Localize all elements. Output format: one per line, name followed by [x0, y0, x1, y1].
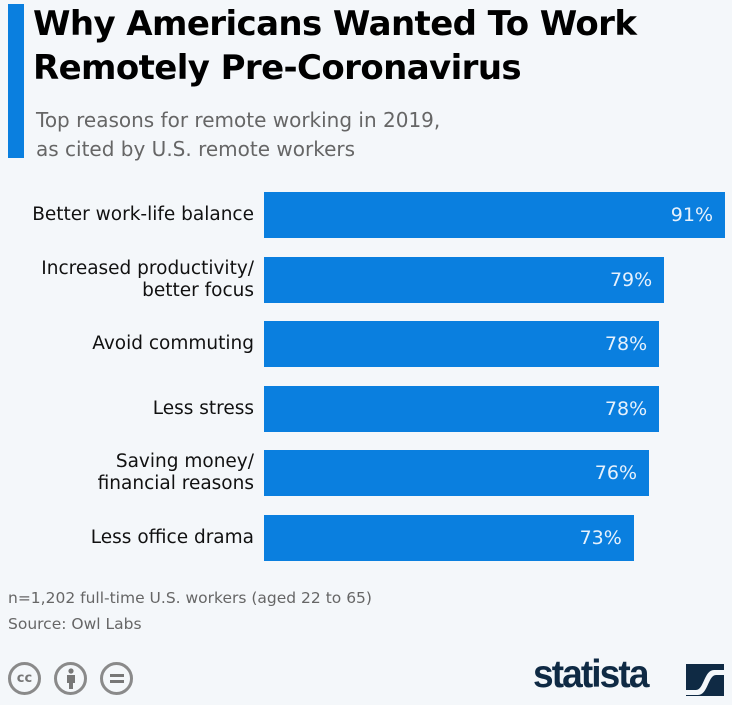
bar: 78% — [264, 321, 660, 367]
chart-subtitle: Top reasons for remote working in 2019, … — [36, 106, 440, 164]
statista-logo: statista — [533, 653, 649, 696]
bar: 91% — [264, 192, 725, 238]
subtitle-line: as cited by U.S. remote workers — [36, 137, 356, 161]
cc-icon: cc — [8, 662, 41, 695]
chart-title: Why Americans Wanted To Work Remotely Pr… — [33, 2, 637, 90]
bar: 76% — [264, 450, 650, 496]
bar: 79% — [264, 256, 665, 303]
title-line: Why Americans Wanted To Work — [33, 4, 637, 44]
bar: 73% — [264, 514, 634, 561]
data-label: 78% — [604, 333, 648, 355]
source-note: Source: Owl Labs — [8, 615, 142, 633]
title-accent-bar — [8, 4, 24, 158]
data-label: 76% — [594, 462, 638, 484]
bar: 78% — [264, 385, 660, 432]
category-label: Saving money/ financial reasons — [97, 451, 254, 494]
by-attribution-icon — [54, 662, 87, 695]
category-label: Increased productivity/ better focus — [41, 257, 254, 301]
title-line: Remotely Pre-Coronavirus — [33, 48, 522, 88]
category-label: Better work-life balance — [32, 204, 254, 225]
cc-icon-text: cc — [16, 671, 33, 686]
data-label: 73% — [579, 526, 622, 549]
data-label: 91% — [670, 204, 713, 226]
no-derivatives-icon — [100, 662, 133, 695]
category-label: Avoid commuting — [92, 333, 254, 354]
sample-note: n=1,202 full-time U.S. workers (aged 22 … — [8, 589, 372, 607]
category-label: Less stress — [152, 397, 254, 419]
statista-logo-mark — [686, 664, 724, 696]
data-label: 79% — [609, 268, 653, 291]
data-label: 78% — [604, 397, 648, 420]
subtitle-line: Top reasons for remote working in 2019, — [36, 108, 441, 132]
category-label: Less office drama — [90, 526, 254, 548]
